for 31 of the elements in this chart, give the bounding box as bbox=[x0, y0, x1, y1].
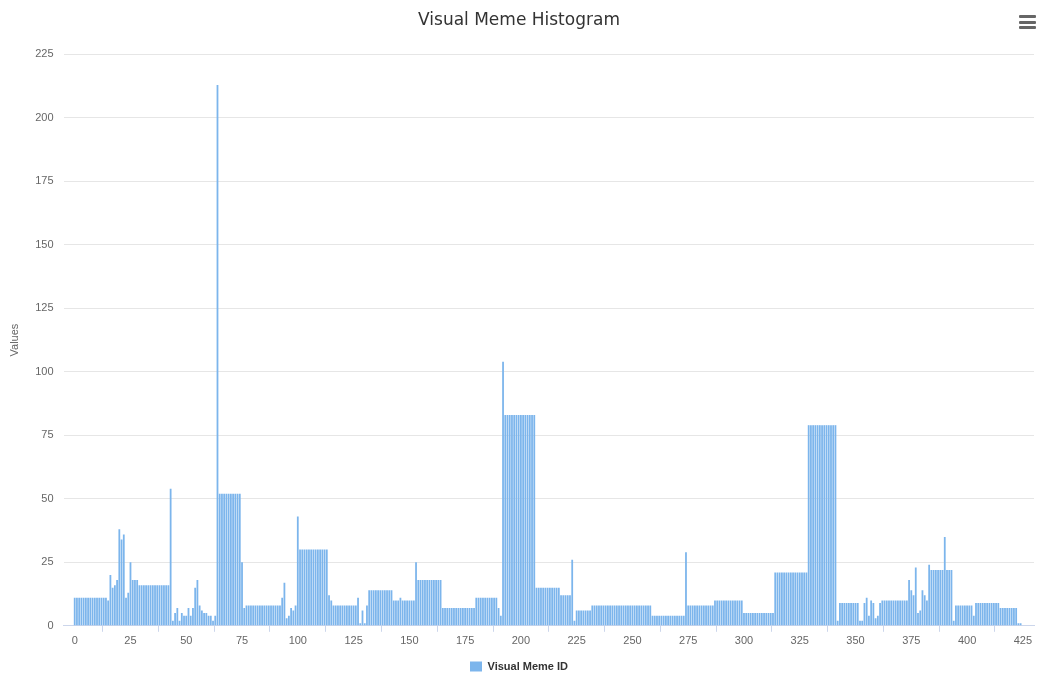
y-tick-label: 150 bbox=[35, 237, 54, 250]
x-tick-label: 275 bbox=[679, 634, 698, 647]
x-tick-label: 150 bbox=[400, 634, 419, 647]
y-tick-label: 200 bbox=[35, 110, 54, 123]
x-tick-label: 100 bbox=[288, 634, 307, 647]
x-tick-label: 250 bbox=[623, 634, 642, 647]
y-tick-label: 25 bbox=[41, 555, 54, 568]
x-tick-label: 400 bbox=[957, 634, 977, 647]
y-tick-label: 75 bbox=[41, 428, 54, 441]
x-tick-label: 350 bbox=[846, 634, 865, 647]
x-tick-label: 200 bbox=[511, 634, 531, 647]
x-tick-label: 225 bbox=[567, 634, 586, 647]
y-tick-label: 175 bbox=[35, 174, 54, 187]
y-axis-title: Values bbox=[7, 323, 20, 357]
x-tick-label: 425 bbox=[1013, 634, 1033, 647]
x-tick-label: 300 bbox=[734, 634, 754, 647]
y-tick-label: 100 bbox=[35, 364, 54, 377]
y-tick-label: 125 bbox=[35, 301, 54, 314]
x-tick-label: 375 bbox=[902, 634, 921, 647]
y-tick-label: 225 bbox=[35, 47, 54, 60]
x-tick-label: 75 bbox=[235, 634, 249, 647]
x-tick-label: 325 bbox=[790, 634, 809, 647]
chart-title: Visual Meme Histogram bbox=[418, 8, 620, 29]
y-tick-label: 0 bbox=[47, 618, 54, 631]
x-tick-label: 0 bbox=[71, 634, 78, 647]
x-tick-label: 50 bbox=[180, 634, 193, 647]
x-tick-label: 125 bbox=[344, 634, 363, 647]
x-tick-label: 175 bbox=[455, 634, 475, 647]
x-tick-label: 25 bbox=[124, 634, 137, 647]
y-tick-label: 50 bbox=[41, 491, 54, 504]
legend-label: Visual Meme ID bbox=[487, 659, 569, 672]
